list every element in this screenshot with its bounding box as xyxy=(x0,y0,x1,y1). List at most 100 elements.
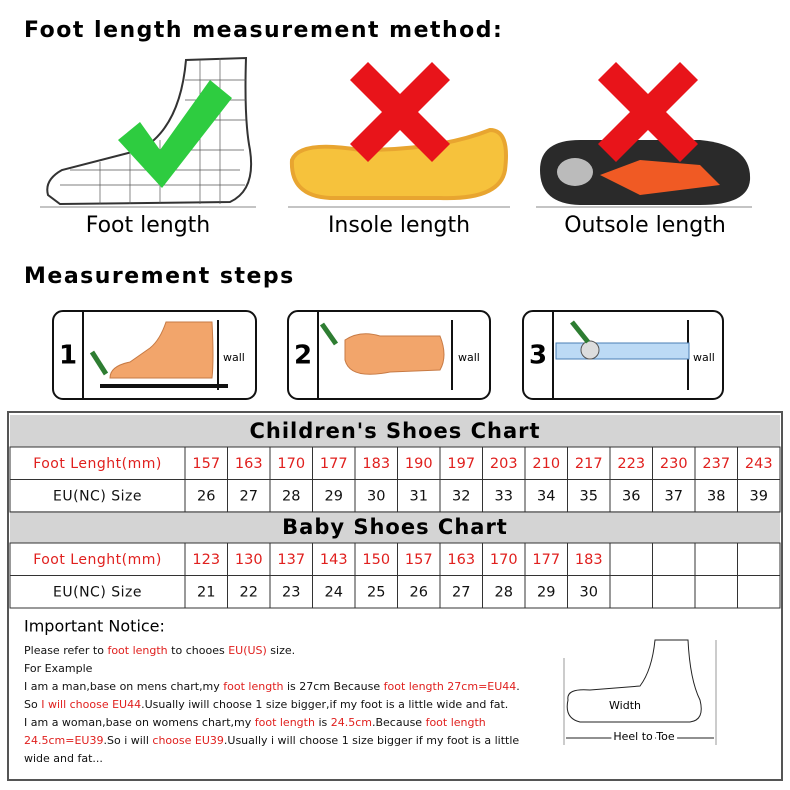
notice-line: I am a man,base on mens chart,my foot le… xyxy=(24,680,520,693)
table-cell: 203 xyxy=(490,456,518,472)
table-cell: 28 xyxy=(495,585,513,601)
notice-line: So I will choose EU44.Usually iwill choo… xyxy=(24,698,508,711)
notice-line: For Example xyxy=(24,662,93,675)
table-cell: 38 xyxy=(707,489,725,505)
table-cell: 197 xyxy=(447,456,475,472)
table-cell: 23 xyxy=(282,585,300,601)
table-cell: 32 xyxy=(452,489,470,505)
notice-text: womens chart xyxy=(153,716,232,729)
diagram-label: Heel to Toe xyxy=(613,730,674,743)
notice-text: foot length xyxy=(255,716,315,729)
notice-text: to chooes xyxy=(168,644,229,657)
table-cell: 30 xyxy=(367,489,385,505)
notice-text: So xyxy=(24,698,41,711)
table-cell: 177 xyxy=(320,456,348,472)
table-cell: 36 xyxy=(622,489,640,505)
table-cell: 27 xyxy=(452,585,470,601)
notice-text: foot length xyxy=(426,716,486,729)
notice-text: mens chart xyxy=(137,680,200,693)
table-cell: 150 xyxy=(362,552,390,568)
notice-text: is xyxy=(315,716,331,729)
notice-text: foot length 27cm=EU44 xyxy=(384,680,517,693)
step-number: 2 xyxy=(294,341,312,371)
table-cell: 29 xyxy=(325,489,343,505)
table-cell: 170 xyxy=(277,456,305,472)
table-cell: 130 xyxy=(235,552,263,568)
notice-text: .Usually iwill choose 1 size bigger,if m… xyxy=(141,698,508,711)
table-cell: 183 xyxy=(362,456,390,472)
table-row xyxy=(9,479,781,513)
step-illustrations xyxy=(89,320,690,379)
table-cell: 28 xyxy=(282,489,300,505)
table-cell: 39 xyxy=(750,489,768,505)
table-cell: 237 xyxy=(702,456,730,472)
table-cell: 25 xyxy=(367,585,385,601)
table-cell: 157 xyxy=(405,552,433,568)
page-title: Foot length measurement method: xyxy=(24,18,503,43)
table-cell: 22 xyxy=(240,585,258,601)
table-cell: 123 xyxy=(192,552,220,568)
notice-text: wide and fat... xyxy=(24,752,103,765)
table-cell: 34 xyxy=(537,489,555,505)
table-cell: 170 xyxy=(490,552,518,568)
notice-text: For Example xyxy=(24,662,93,675)
row-label: Foot Lenght(mm) xyxy=(33,552,162,568)
notice-text: EU(US) xyxy=(228,644,267,657)
notice-line: Please refer to foot length to chooes EU… xyxy=(24,644,295,657)
table-cell: 243 xyxy=(745,456,773,472)
notice-text: I will choose EU44 xyxy=(41,698,141,711)
step-boxes xyxy=(52,310,724,400)
notice-text: 24.5cm=EU39 xyxy=(24,734,103,747)
notice-text: foot length xyxy=(223,680,283,693)
notice-text: .Because xyxy=(372,716,426,729)
row-label: Foot Lenght(mm) xyxy=(33,456,162,472)
method-label: Foot length xyxy=(86,213,211,238)
table-cell: 210 xyxy=(532,456,560,472)
table-cell: 33 xyxy=(495,489,513,505)
table-cell: 31 xyxy=(410,489,428,505)
notice-text: foot length xyxy=(107,644,167,657)
row-label: EU(NC) Size xyxy=(53,489,142,505)
notice-foot-diagram xyxy=(563,639,717,745)
wall-label: wall xyxy=(458,351,480,364)
notice-text: Please refer to xyxy=(24,644,107,657)
method-label: Outsole length xyxy=(564,213,726,238)
wall-label: wall xyxy=(693,351,715,364)
table-cell: 143 xyxy=(320,552,348,568)
step-number: 1 xyxy=(59,341,77,371)
chart-title: Children's Shoes Chart xyxy=(249,419,540,443)
notice-text: size. xyxy=(267,644,295,657)
table-cell: 230 xyxy=(660,456,688,472)
steps-title: Measurement steps xyxy=(24,264,295,289)
table-cell: 190 xyxy=(405,456,433,472)
notice-line: I am a woman,base on womens chart,my foo… xyxy=(24,716,486,729)
table-cell: 183 xyxy=(575,552,603,568)
table-cell: 21 xyxy=(197,585,215,601)
notice-title: Important Notice: xyxy=(24,617,165,636)
notice-text: 24.5cm xyxy=(331,716,372,729)
table-cell: 157 xyxy=(192,456,220,472)
diagram-label: Width xyxy=(609,699,641,712)
notice-line: 24.5cm=EU39.So i will choose EU39.Usuall… xyxy=(24,734,519,747)
notice-text: I am a woman,base on xyxy=(24,716,153,729)
table-row xyxy=(9,575,781,609)
table-cell: 27 xyxy=(240,489,258,505)
table-cell: 177 xyxy=(532,552,560,568)
notice-text: is 27cm Because xyxy=(284,680,384,693)
table-cell: 163 xyxy=(447,552,475,568)
table-cell: 29 xyxy=(537,585,555,601)
table-cell: 26 xyxy=(197,489,215,505)
row-label: EU(NC) Size xyxy=(53,585,142,601)
notice-text: choose EU39 xyxy=(152,734,223,747)
table-cell: 37 xyxy=(665,489,683,505)
notice-text: I am a man,base on xyxy=(24,680,137,693)
table-cell: 137 xyxy=(277,552,305,568)
notice-line: wide and fat... xyxy=(24,752,103,765)
table-cell: 24 xyxy=(325,585,343,601)
table-cell: 223 xyxy=(617,456,645,472)
notice-text: .So i will xyxy=(103,734,152,747)
table-cell: 35 xyxy=(580,489,598,505)
notice-text: ,my xyxy=(199,680,223,693)
step-number: 3 xyxy=(529,341,547,371)
